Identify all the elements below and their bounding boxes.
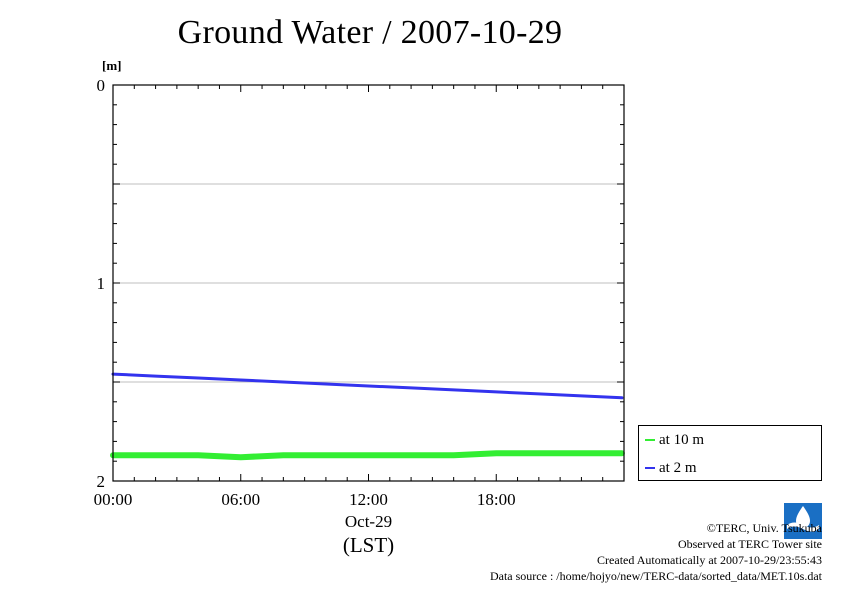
series-lines xyxy=(110,372,625,461)
y-tick-label: 1 xyxy=(97,274,106,293)
axis-labels: 0 1 2 [m] 00:00 06:00 12:00 18:00 Oct-29 (LST) xyxy=(94,58,516,557)
series-line-2m xyxy=(111,372,624,400)
terc-logo xyxy=(784,503,822,539)
source-text: Data source : /home/hojyo/new/TERC-data/… xyxy=(489,569,822,583)
x-tick-label: 06:00 xyxy=(221,490,260,509)
legend-swatch-2m xyxy=(645,466,655,469)
y-tick-label: 2 xyxy=(97,472,106,491)
chart-title: Ground Water / 2007-10-29 xyxy=(177,14,563,51)
legend-label-2m: at 2 m xyxy=(659,460,697,476)
x-date-label: Oct-29 xyxy=(345,512,392,531)
y-axis-label: [m] xyxy=(102,58,122,73)
legend-label-10m: at 10 m xyxy=(659,432,704,448)
created-text: Created Automatically at 2007-10-29/23:5… xyxy=(597,553,822,567)
axis-ticks xyxy=(112,84,625,482)
x-tick-label: 12:00 xyxy=(349,490,388,509)
x-tick-label: 00:00 xyxy=(94,490,133,509)
legend-item-2m: at 2 m xyxy=(645,458,697,478)
x-tick-label: 18:00 xyxy=(477,490,516,509)
series-line-10m xyxy=(110,450,625,461)
x-axis-label: (LST) xyxy=(343,533,394,557)
grid-lines xyxy=(113,183,624,383)
legend-swatch-10m xyxy=(645,438,655,441)
copyright-text: ©TERC, Univ. Tsukuba xyxy=(706,521,822,535)
legend-item-10m: at 10 m xyxy=(645,430,704,450)
observed-text: Observed at TERC Tower site xyxy=(677,537,822,551)
legend: at 10 m at 2 m xyxy=(638,425,822,481)
y-tick-label: 0 xyxy=(97,76,106,95)
credits-block: ©TERC, Univ. Tsukuba Observed at TERC To… xyxy=(490,520,822,584)
